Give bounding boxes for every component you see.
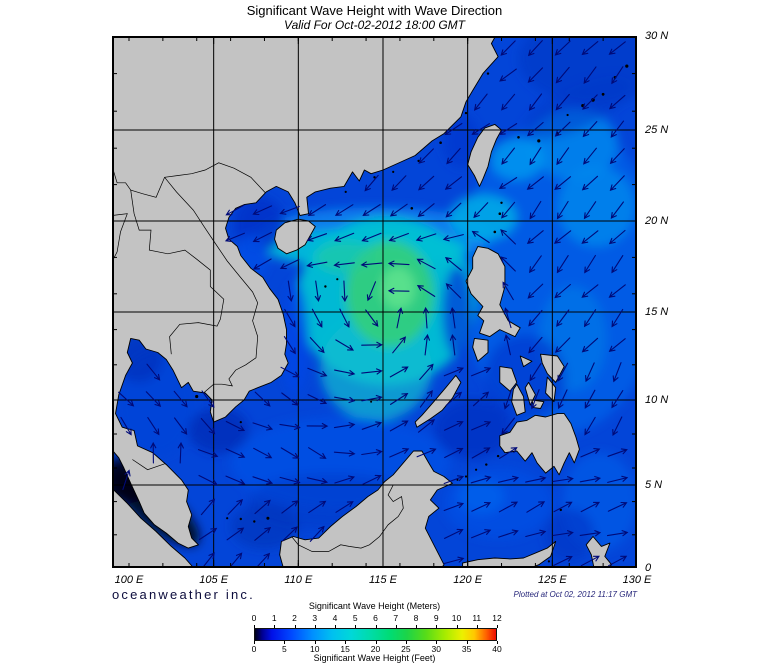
colorbar-feet-tick-label: 40 — [492, 644, 502, 654]
colorbar-meter-tick-label: 5 — [352, 613, 358, 623]
lon-tick-label: 120 E — [453, 574, 483, 586]
colorbar-meter-tick-label: 11 — [472, 613, 482, 623]
colorbar-meter-tickmark — [436, 625, 438, 628]
chart-header: Significant Wave Height with Wave Direct… — [112, 3, 637, 33]
lat-tick-label: 25 N — [645, 124, 669, 136]
branding-oceanweather: oceanweather inc. — [112, 587, 255, 602]
wave-direction-arrows — [118, 40, 629, 568]
colorbar-feet-tickmark — [254, 641, 255, 644]
colorbar-meter-tickmark — [497, 625, 498, 628]
colorbar-feet-tickmark — [314, 641, 316, 644]
colorbar-feet-tickmark — [405, 641, 407, 644]
lat-tick-label: 20 N — [645, 215, 669, 227]
lon-tick-label: 125 E — [537, 574, 567, 586]
colorbar-meter-tickmark — [375, 625, 377, 628]
colorbar-title-meters: Significant Wave Height (Meters) — [308, 601, 441, 611]
graticule — [112, 36, 637, 568]
colorbar-meter-tickmark — [416, 625, 417, 628]
lon-tick-label: 130 E — [622, 574, 652, 586]
country-borders — [112, 162, 404, 552]
colorbar-meter-tickmark — [456, 625, 458, 628]
colorbar-meter-tick-label: 12 — [492, 613, 502, 623]
lat-tick-label: 0 — [645, 562, 652, 574]
map-root — [112, 36, 637, 568]
lat-tick-label: 15 N — [645, 306, 669, 318]
lat-tick-label: 10 N — [645, 394, 669, 406]
colorbar-feet-tickmark — [345, 641, 347, 644]
chart-title: Significant Wave Height with Wave Direct… — [246, 3, 503, 18]
colorbar-meter-tick-label: 9 — [433, 613, 439, 623]
lon-tick-label: 115 E — [369, 574, 397, 586]
colorbar-gradient — [254, 628, 497, 641]
colorbar-feet-tick-label: 15 — [340, 644, 350, 654]
colorbar-feet-tickmark — [436, 641, 438, 644]
lon-tick-label: 100 E — [114, 574, 144, 586]
wave-height-field — [112, 36, 637, 562]
colorbar-meter-tick-label: 10 — [451, 613, 462, 623]
colorbar-title-feet: Significant Wave Height (Feet) — [313, 653, 436, 663]
lon-tick-label: 110 E — [284, 574, 313, 586]
lat-tick-label: 30 N — [645, 30, 669, 42]
colorbar-feet-tick-label: 30 — [431, 644, 441, 654]
colorbar-meter-tick-label: 8 — [413, 613, 419, 623]
colorbar-meter-tickmark — [335, 625, 336, 628]
colorbar-meter-tick-label: 6 — [373, 613, 378, 623]
colorbar-meter-tick-label: 2 — [292, 613, 297, 623]
colorbar-meter-tick-label: 1 — [271, 613, 277, 623]
colorbar-feet-tick-label: 5 — [282, 644, 287, 654]
islets — [195, 64, 629, 563]
colorbar-feet-tickmark — [375, 641, 377, 644]
colorbar-meter-tick-label: 3 — [312, 613, 318, 623]
colorbar-meter-tickmark — [254, 625, 255, 628]
lon-tick-label: 105 E — [199, 574, 229, 586]
colorbar-feet-tick-label: 0 — [251, 644, 257, 654]
colorbar-feet-tickmark — [284, 641, 286, 644]
colorbar-feet-tickmark — [497, 641, 498, 644]
colorbar-meter-tickmark — [395, 625, 397, 628]
map-canvas — [112, 36, 637, 568]
colorbar-feet-tickmark — [466, 641, 468, 644]
colorbar-meter-tick-label: 7 — [393, 613, 399, 623]
colorbar-meter-tickmark — [294, 625, 296, 628]
plotted-timestamp: Plotted at Oct 02, 2012 11:17 GMT — [513, 590, 637, 599]
lat-tick-label: 5 N — [645, 479, 663, 491]
colorbar-meter-tick-label: 4 — [332, 613, 338, 623]
colorbar-meter-tickmark — [355, 625, 357, 628]
map-frame — [112, 36, 637, 568]
colorbar-feet-tick-label: 35 — [461, 644, 472, 654]
colorbar-feet-tick-label: 10 — [310, 644, 320, 654]
colorbar-meter-tickmark — [314, 625, 316, 628]
colorbar-meter-tick-label: 0 — [251, 613, 257, 623]
chart-subtitle: Valid For Oct-02-2012 18:00 GMT — [284, 17, 465, 32]
colorbar-feet-tick-label: 25 — [401, 644, 411, 654]
colorbar-feet-tick-label: 20 — [370, 644, 381, 654]
colorbar-meter-tickmark — [274, 625, 276, 628]
colorbar-meter-tickmark — [476, 625, 478, 628]
